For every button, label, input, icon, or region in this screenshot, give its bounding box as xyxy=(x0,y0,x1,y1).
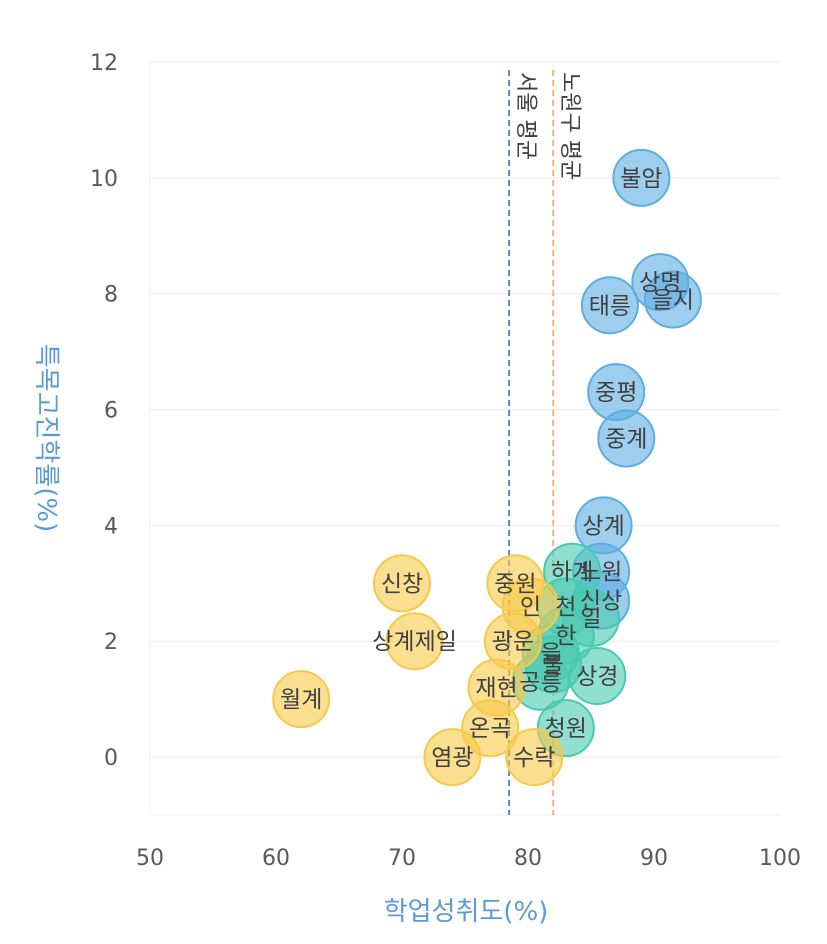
x-tick-label: 50 xyxy=(136,846,164,871)
y-tick-label: 0 xyxy=(104,746,118,771)
gridlines xyxy=(149,61,780,816)
bubble-label: 하계 xyxy=(551,560,593,586)
reference-line-label: 노원구 평균 xyxy=(557,72,582,180)
bubble-label: 일 xyxy=(580,606,601,632)
bubbles xyxy=(272,148,702,787)
bubble-label: 상경 xyxy=(576,664,618,690)
bubble xyxy=(385,612,444,671)
bubble xyxy=(580,276,639,335)
bubble-label: 상계 xyxy=(582,513,624,539)
bubble-label: 상명 xyxy=(639,270,681,296)
bubble-label: 월계 xyxy=(280,687,322,713)
axis-ticks: 0 2 4 6 8 10 12 50 60 70 80 90 100 xyxy=(90,51,801,871)
bubble xyxy=(568,646,627,705)
y-tick-label: 6 xyxy=(104,399,118,424)
bubble-label: 신창 xyxy=(381,571,423,597)
bubble-label: 인 xyxy=(520,594,541,620)
bubble-label: 을지 xyxy=(652,287,694,313)
bubble xyxy=(272,670,331,729)
x-tick-label: 80 xyxy=(514,846,542,871)
bubble-label: 광운 xyxy=(492,629,534,655)
bubble xyxy=(612,148,671,207)
bubble-label: 태릉 xyxy=(589,293,631,319)
bubble-label: 수락 xyxy=(513,745,555,771)
x-tick-label: 70 xyxy=(388,846,416,871)
bubble-label: 불 xyxy=(543,652,564,678)
bubble-label: 한 xyxy=(555,623,576,649)
x-tick-label: 100 xyxy=(759,846,801,871)
bubble xyxy=(505,728,564,787)
reference-line-label: 서울 평균 xyxy=(513,72,538,160)
bubble-label: 재현 xyxy=(475,676,517,702)
y-axis-title: 특목고진학률(%) xyxy=(31,344,61,533)
y-tick-label: 10 xyxy=(90,167,118,192)
y-tick-label: 4 xyxy=(104,514,118,539)
bubble-label: 신상 xyxy=(580,589,622,615)
bubble-label: 중평 xyxy=(595,380,637,406)
y-tick-label: 8 xyxy=(104,283,118,308)
x-tick-label: 60 xyxy=(262,846,290,871)
bubble-label: 공릉 xyxy=(519,670,561,696)
y-tick-label: 12 xyxy=(90,51,118,76)
bubble-label: 염광 xyxy=(431,745,473,771)
bubble xyxy=(643,270,702,329)
bubble-label: 중원 xyxy=(494,571,536,597)
bubble-label: 불암 xyxy=(620,166,662,192)
y-tick-label: 2 xyxy=(104,630,118,655)
bubble-label: 을 xyxy=(540,641,561,667)
bubble-label: 청원 xyxy=(545,716,587,742)
bubble-label: 온곡 xyxy=(469,716,511,742)
bubble-label: 중계 xyxy=(605,427,647,453)
bubble xyxy=(423,728,482,787)
x-axis-title: 학업성취도(%) xyxy=(384,897,549,927)
bubble xyxy=(373,554,431,613)
x-tick-label: 90 xyxy=(640,846,668,871)
bubble-label: 상계제일 xyxy=(372,629,457,655)
bubble-label: 천 xyxy=(555,594,576,620)
bubble-label: 노원 xyxy=(580,560,622,586)
bubble xyxy=(597,409,656,468)
